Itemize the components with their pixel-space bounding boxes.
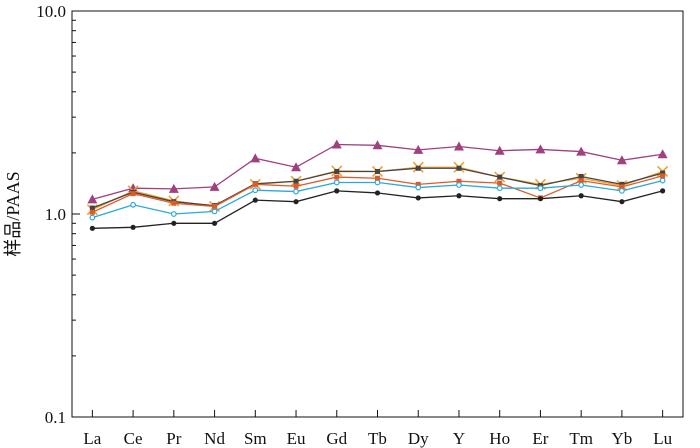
- data-point-square: [578, 178, 584, 184]
- data-point-circle: [496, 185, 503, 192]
- x-tick-label: Er: [532, 429, 548, 448]
- data-point-circle: [578, 182, 585, 188]
- y-tick-labels: 0.1 1.0 10.0: [36, 2, 66, 427]
- x-tick-label: Pr: [166, 429, 181, 448]
- series-1: [87, 139, 668, 204]
- series-line: [92, 180, 663, 219]
- plot-frame: [71, 10, 684, 418]
- data-point-square: [375, 175, 380, 181]
- data-point-circle: [537, 185, 544, 192]
- data-point-square: [171, 200, 177, 206]
- data-point-dot: [293, 199, 299, 205]
- x-tick-label: Tb: [368, 429, 387, 448]
- data-point-dot: [89, 225, 95, 231]
- data-point-square: [334, 174, 340, 180]
- data-point-square: [415, 165, 421, 171]
- data-point-square: [334, 168, 340, 174]
- y-axis-label: 样品/PAAS: [3, 171, 23, 256]
- data-point-square: [497, 180, 503, 186]
- data-point-dot: [171, 220, 177, 226]
- x-tick-label: Dy: [408, 429, 429, 448]
- data-point-dot: [619, 199, 625, 205]
- data-point-circle: [619, 187, 625, 194]
- data-point-square: [619, 184, 625, 190]
- data-point-dot: [334, 188, 340, 194]
- data-point-triangle: [209, 181, 220, 191]
- data-point-dot: [537, 196, 544, 202]
- data-point-triangle: [576, 146, 587, 156]
- data-point-dot: [211, 220, 218, 226]
- x-tick-label: Yb: [612, 429, 633, 448]
- axis-ticks: [72, 10, 664, 418]
- data-point-square: [89, 209, 95, 215]
- data-point-square: [456, 178, 462, 184]
- data-point-triangle: [250, 153, 261, 163]
- data-point-dot: [374, 190, 381, 196]
- x-tick-label: Eu: [287, 429, 306, 448]
- data-point-square: [619, 181, 625, 187]
- data-point-square: [212, 203, 218, 209]
- data-point-circle: [293, 188, 299, 195]
- data-point-square: [293, 178, 299, 184]
- data-point-triangle: [331, 139, 342, 149]
- data-point-dot: [252, 197, 258, 203]
- data-point-dot: [497, 196, 503, 202]
- data-point-dot: [130, 224, 136, 230]
- data-point-dot: [456, 193, 462, 199]
- x-tick-label: Ho: [489, 429, 510, 448]
- series-layer: [86, 139, 669, 231]
- data-point-square: [130, 191, 136, 197]
- x-tick-label: Ce: [124, 429, 143, 448]
- data-point-dot: [578, 193, 584, 199]
- data-point-circle: [252, 187, 259, 194]
- data-point-triangle: [616, 155, 627, 165]
- x-tick-label: La: [83, 429, 101, 448]
- x-tick-label: Tm: [569, 429, 593, 448]
- y-tick-label: 0.1: [45, 408, 66, 427]
- data-point-square: [497, 174, 503, 180]
- data-point-triangle: [535, 144, 546, 154]
- x-tick-label: Gd: [326, 429, 347, 448]
- data-point-circle: [333, 179, 340, 186]
- y-tick-label: 1.0: [45, 205, 66, 224]
- series-6: [89, 188, 666, 231]
- data-point-circle: [211, 208, 218, 215]
- x-tick-label: Nd: [204, 429, 225, 448]
- data-point-triangle: [453, 141, 464, 151]
- data-point-circle: [374, 179, 381, 186]
- data-point-circle: [89, 214, 96, 221]
- data-point-square: [660, 173, 666, 179]
- data-point-square: [375, 168, 380, 174]
- data-point-circle: [170, 211, 177, 217]
- x-tick-label: Lu: [653, 429, 672, 448]
- data-point-square: [415, 181, 421, 187]
- data-point-triangle: [87, 194, 98, 204]
- data-point-triangle: [413, 144, 424, 154]
- data-point-triangle: [657, 149, 668, 159]
- x-tick-labels: La Ce Pr Nd Sm Eu Gd Tb Dy Y Ho Er Tm Yb Lu: [83, 429, 672, 448]
- data-point-square: [293, 183, 299, 189]
- series-5: [89, 177, 666, 221]
- data-point-circle: [659, 177, 666, 184]
- data-point-square: [89, 205, 95, 211]
- data-point-circle: [130, 201, 137, 208]
- data-point-square: [252, 181, 258, 187]
- data-point-square: [578, 174, 584, 180]
- x-tick-label: Y: [453, 429, 465, 448]
- data-point-triangle: [168, 183, 179, 193]
- data-point-triangle: [494, 145, 505, 155]
- data-point-dot: [415, 195, 421, 201]
- y-tick-label: 10.0: [36, 2, 66, 21]
- data-point-square: [660, 170, 666, 176]
- x-tick-label: Sm: [244, 429, 267, 448]
- data-point-square: [456, 165, 462, 171]
- data-point-circle: [415, 184, 422, 191]
- data-point-triangle: [291, 162, 302, 172]
- data-point-triangle: [372, 140, 383, 150]
- data-point-circle: [456, 182, 462, 188]
- data-point-dot: [660, 188, 666, 194]
